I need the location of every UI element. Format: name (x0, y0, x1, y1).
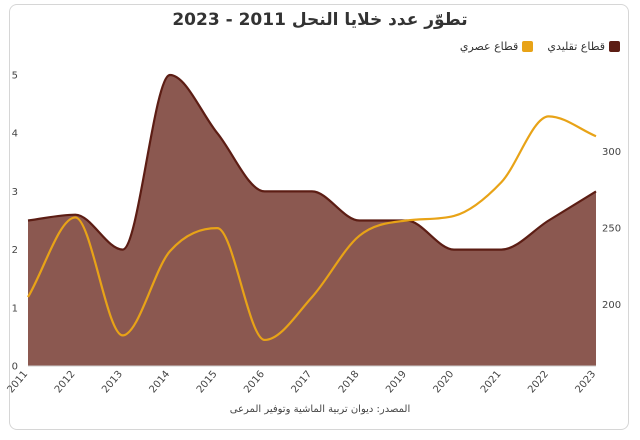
legend-item-modern[interactable]: قطاع عصري (459, 40, 534, 53)
x-tick-label: 2015 (195, 369, 220, 396)
x-tick-label: 2022 (526, 369, 551, 396)
line-modern (27, 115, 597, 342)
y-right-tick-label: 300 (602, 147, 621, 158)
legend-swatch-traditional (609, 41, 620, 52)
x-tick-label: 2016 (242, 369, 267, 396)
area-traditional (28, 75, 596, 366)
x-tick-label: 2023 (574, 369, 599, 396)
y-left-tick-label: 3 (12, 187, 18, 198)
y-left-tick-label: 4 (12, 129, 18, 140)
x-tick-label: 2019 (384, 369, 409, 396)
legend-label-modern: قطاع عصري (459, 40, 519, 53)
chart-legend: قطاع تقليدي قطاع عصري (460, 40, 620, 53)
x-tick-label: 2014 (148, 369, 173, 396)
x-tick-label: 2013 (100, 369, 125, 396)
x-tick-label: 2012 (53, 369, 78, 396)
legend-label-traditional: قطاع تقليدي (547, 40, 605, 53)
x-tick-label: 2020 (432, 369, 457, 396)
x-tick-label: 2017 (290, 369, 315, 396)
chart-title: تطوّر عدد خلايا النحل 2011 - 2023 (172, 10, 468, 30)
line-traditional (27, 73, 597, 251)
x-tick-label: 2021 (479, 369, 504, 396)
y-left-tick-label: 0 (12, 362, 18, 373)
legend-item-traditional[interactable]: قطاع تقليدي (547, 40, 620, 53)
chart-source: المصدر: ديوان تربية الماشية وتوفير المرع… (229, 404, 411, 415)
y-left-tick-label: 5 (12, 71, 18, 82)
y-right-tick-label: 200 (602, 300, 621, 311)
legend-swatch-modern (522, 41, 534, 52)
x-tick-label: 2011 (6, 369, 31, 396)
y-right-tick-label: 250 (602, 224, 621, 235)
x-tick-label: 2018 (337, 369, 362, 396)
y-left-tick-label: 2 (12, 245, 18, 256)
y-left-tick-label: 1 (12, 303, 18, 314)
